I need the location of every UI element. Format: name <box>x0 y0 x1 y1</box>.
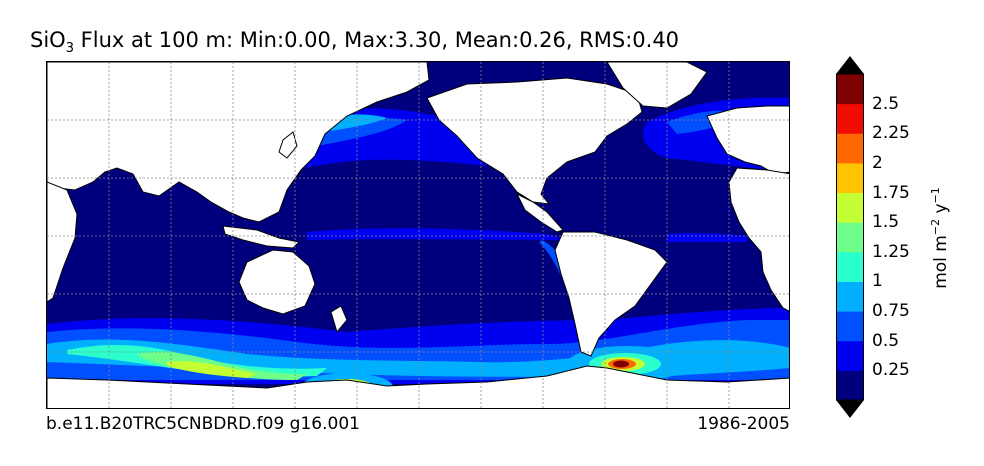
colorbar-tick-label: 2 <box>872 152 883 173</box>
colorbar-tick-label: 1.5 <box>872 212 900 233</box>
equatorial-atlantic-band <box>667 233 747 242</box>
greenland <box>606 62 708 109</box>
colorbar-extend-max <box>836 56 864 74</box>
africa-west-edge <box>47 181 78 303</box>
colorbar-segment <box>836 162 864 194</box>
japan <box>278 131 298 159</box>
colorbar-tick-label: 2.5 <box>872 93 900 114</box>
colorbar-extend-min <box>836 400 864 418</box>
colorbar-segment <box>836 340 864 371</box>
colorbar-units: mol m−2 y−1 <box>929 187 951 289</box>
colorbar-segment <box>836 251 864 282</box>
colorbar-segment <box>836 133 864 164</box>
scotia-sea-peak <box>613 360 629 368</box>
southern-ocean-band-175 <box>167 361 257 378</box>
africa <box>728 167 789 312</box>
antarctica <box>47 365 789 408</box>
plot-title: SiO3 Flux at 100 m: Min:0.00, Max:3.30, … <box>30 28 680 57</box>
case-name: b.e11.B20TRC5CNBDRD.f09 g16.001 <box>46 414 360 434</box>
colorbar-segment <box>836 370 864 401</box>
southern-ocean-band-125 <box>137 351 307 380</box>
colorbar-segment <box>836 222 864 253</box>
flux-map <box>46 61 790 409</box>
colorbar-tick-label: 0.25 <box>872 360 910 381</box>
equatorial-pacific-band <box>307 228 567 240</box>
colorbar-tick-label: 0.5 <box>872 330 900 351</box>
central-america <box>515 192 564 233</box>
north-america <box>426 77 643 205</box>
colorbar-tick-label: 1.75 <box>872 182 910 203</box>
colorbar-segment <box>836 74 864 105</box>
colorbar-segment <box>836 103 864 134</box>
year-range: 1986-2005 <box>697 414 790 434</box>
colorbar-frame <box>836 73 864 401</box>
new-zealand <box>330 305 348 334</box>
colorbar-segment <box>836 281 864 312</box>
graticule <box>47 62 789 408</box>
colorbar-segment <box>836 192 864 223</box>
asia <box>47 62 430 223</box>
colorbar-segment <box>836 311 864 342</box>
colorbar-tick-label: 1 <box>872 271 883 292</box>
colorbar <box>836 56 864 418</box>
colorbar-tick-label: 0.75 <box>872 301 910 322</box>
colorbar-tick-label: 1.25 <box>872 241 910 262</box>
colorbar-tick-label: 2.25 <box>872 123 910 144</box>
